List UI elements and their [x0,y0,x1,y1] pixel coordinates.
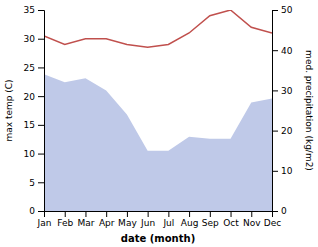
tick-label: 40 [281,46,293,56]
tick-mark [272,171,278,172]
tick: 15 [24,120,44,130]
tick-mark [38,211,44,212]
tick: 50 [272,5,293,15]
axis-line [45,212,273,218]
tick-label: 15 [24,120,35,130]
tick-mark [38,67,44,68]
tick: 20 [24,92,44,102]
tick-mark [38,39,44,40]
tick-label: Mar [77,218,94,228]
tick-label: 30 [281,86,293,96]
y2-axis: 0 10 20 30 40 50 [272,5,293,216]
tick: 10 [272,166,293,176]
x-axis-title: date (month) [121,233,195,244]
tick: Apr [99,211,115,228]
tick-mark [272,211,278,212]
tick: 30 [272,86,293,96]
tick-label: 20 [281,126,293,136]
plot: JanFebMarAprMayJunJulAugSepOctNovDec0510… [4,5,314,244]
tick-label: 5 [29,178,35,188]
tick-label: Jun [140,218,155,228]
tick: 25 [24,63,44,73]
tick: 40 [272,46,293,56]
y-axis: 0 5 10 15 20 25 30 35 [24,5,45,216]
tick-mark [231,211,232,217]
tick: Jan [37,211,52,228]
y2-axis-title: med. precipitation (kg/m2) [304,50,314,171]
tick-mark [272,10,278,11]
x-axis: Jan Feb Mar AprMayJun Jul AugSep Oct NovDec [37,211,282,228]
tick-mark [210,211,211,217]
tick: 5 [29,178,44,188]
tick-mark [38,96,44,97]
tick-mark [65,211,66,217]
tick-mark [251,211,252,217]
tick-label: Aug [181,218,199,228]
axis-line [38,11,45,212]
tick-label: 20 [24,92,36,102]
tick-mark [272,50,278,51]
tick-label: 50 [281,5,293,15]
tick-label: Feb [57,218,73,228]
tick-mark [106,211,107,217]
tick-mark [168,211,169,217]
precip-area [44,74,272,211]
tick-label: Dec [264,218,281,228]
temp-line [44,10,272,47]
tick-mark [38,125,44,126]
tick-label: 25 [24,63,35,73]
tick-label: 0 [281,206,287,216]
tick-mark [127,211,128,217]
tick-label: 35 [24,5,35,15]
tick-label: Jan [37,218,52,228]
tick: Jun [140,211,155,228]
tick-mark [272,90,278,91]
tick: Aug [181,211,199,228]
tick-label: 0 [29,206,35,216]
tick-mark [148,211,149,217]
tick: May [118,211,137,228]
tick-mark [38,182,44,183]
tick: Oct [223,211,239,228]
tick-label: Jul [162,218,174,228]
tick: Mar [77,211,94,228]
tick-mark [38,10,44,11]
tick: Sep [202,211,219,228]
tick-label: Sep [202,218,219,228]
tick-label: May [118,218,137,228]
tick-label: Nov [243,218,261,228]
tick: Jul [162,211,174,228]
tick-label: 30 [24,34,36,44]
tick-mark [38,154,44,155]
marks [44,10,272,211]
tick-label: 10 [281,166,293,176]
chart: JanFebMarAprMayJunJulAugSepOctNovDec0510… [0,0,318,247]
tick: 0 [29,206,44,216]
tick: 20 [272,126,293,136]
tick: 35 [24,5,44,15]
tick: 0 [272,206,287,216]
tick-mark [272,131,278,132]
tick: Dec [264,211,281,228]
tick-label: Apr [99,218,115,228]
tick: Nov [243,211,261,228]
tick-mark [189,211,190,217]
tick-label: 10 [24,149,36,159]
tick: 10 [24,149,44,159]
tick-label: Oct [223,218,239,228]
tick-mark [85,211,86,217]
tick: Feb [57,211,73,228]
y-axis-title: max temp (C) [4,79,14,141]
axis-line [273,11,279,212]
tick: 30 [24,34,44,44]
